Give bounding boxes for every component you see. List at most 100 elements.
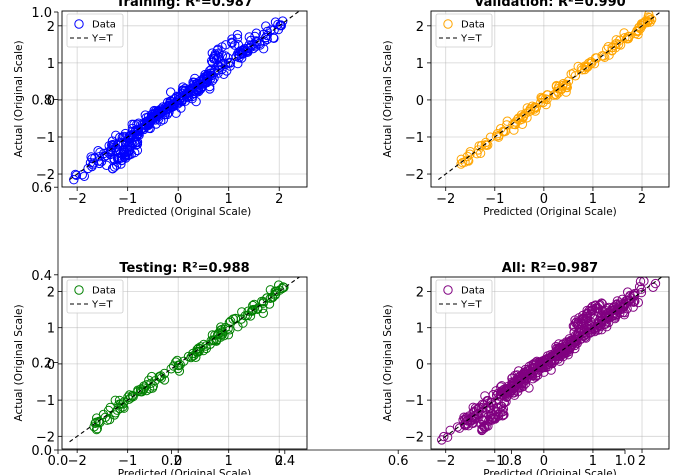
y-tick-label: −1	[36, 131, 55, 146]
data-point	[622, 34, 632, 44]
data-point	[543, 357, 554, 367]
data-point	[171, 108, 181, 118]
data-point	[502, 120, 512, 130]
subplot-training: −2 −1 0 1 2 −2 −1 0 1 2 Training: R²=0.987 Predicte…	[13, 0, 308, 218]
data-point	[565, 337, 576, 348]
x-tick-label: 1	[225, 454, 233, 469]
data-points-testing	[89, 280, 289, 435]
data-points-all	[437, 277, 661, 445]
data-point	[586, 305, 597, 316]
x-tick-label: 2	[275, 454, 283, 469]
data-point	[522, 113, 532, 123]
y-tick-label: 2	[416, 20, 424, 35]
data-point	[479, 400, 489, 410]
legend-label-identity: Y=T	[460, 300, 482, 311]
data-point	[159, 375, 170, 385]
data-point	[613, 39, 624, 50]
data-point	[596, 298, 607, 308]
legend-training: Data Y=T	[66, 13, 124, 48]
data-point	[261, 33, 271, 43]
data-point	[214, 48, 224, 58]
data-point	[570, 71, 581, 81]
data-point	[634, 282, 645, 292]
data-point	[628, 302, 638, 312]
data-point	[127, 390, 138, 401]
data-point	[501, 391, 512, 402]
data-point	[183, 92, 193, 103]
legend-label-identity: Y=T	[460, 34, 482, 45]
data-point	[181, 92, 192, 102]
data-point	[71, 170, 82, 181]
x-tick-label: 2	[638, 192, 646, 207]
data-point	[488, 413, 499, 423]
background-x-tick-label: 1.0	[615, 454, 636, 469]
data-point	[562, 82, 572, 93]
background-y-tick-label: 0.0	[31, 444, 52, 459]
data-point	[243, 47, 253, 57]
data-point	[273, 19, 283, 30]
y-tick-label: 1	[47, 322, 55, 337]
data-point	[445, 425, 455, 435]
data-point	[96, 157, 107, 167]
data-point	[187, 83, 197, 94]
y-tick-label: 0	[416, 94, 424, 109]
data-point	[558, 339, 568, 349]
legend-marker-data	[443, 19, 453, 29]
data-points-validation	[456, 11, 657, 169]
data-point	[108, 163, 118, 174]
subplot-all: −2 −1 0 1 2 −2 −1 0 1 2 All: R²=0.987 Predicted (Or…	[382, 261, 670, 475]
data-point	[593, 325, 603, 335]
y-tick-label: −2	[405, 430, 424, 445]
data-point	[510, 370, 520, 381]
data-point	[266, 25, 276, 35]
data-point	[555, 356, 565, 366]
x-tick-label: −1	[485, 454, 504, 469]
x-axis-label-all: Predicted (Original Scale)	[483, 468, 617, 475]
data-point	[499, 398, 509, 408]
subplot-validation: −2 −1 0 1 2 −2 −1 0 1 2 Validation: R²=0.990 Predic…	[382, 0, 670, 218]
data-point	[513, 114, 523, 125]
legend-box	[435, 279, 493, 314]
data-point	[491, 131, 502, 141]
data-point	[620, 33, 630, 43]
data-point	[188, 79, 198, 90]
data-point	[199, 339, 209, 350]
data-point	[278, 16, 288, 26]
axes-frame-validation	[430, 10, 670, 188]
data-point	[277, 283, 287, 294]
background-axis: 0.0 0.2 0.4 0.6 0.8 1.0 0.0 0.2 0.4 0.6 0.8 1.0	[31, 6, 635, 469]
identity-line-validation	[438, 11, 663, 181]
data-point	[610, 43, 621, 53]
legend-box	[66, 13, 124, 48]
data-point	[582, 313, 593, 324]
y-tick-label: 0	[416, 358, 424, 373]
data-point	[248, 304, 258, 315]
data-point	[127, 123, 138, 134]
data-point	[250, 31, 260, 42]
data-point	[528, 374, 538, 384]
data-point	[633, 29, 643, 40]
x-tick-label: 1	[589, 454, 597, 469]
identity-line-all	[438, 277, 663, 443]
data-point	[563, 76, 574, 86]
data-point	[217, 64, 227, 75]
data-point	[509, 388, 519, 398]
data-point	[265, 293, 276, 303]
data-point	[139, 381, 149, 391]
y-axis-label-training: Actual (Original Scale)	[13, 40, 25, 157]
data-point	[106, 145, 117, 156]
data-point	[223, 53, 233, 63]
legend-box	[435, 13, 493, 48]
data-point	[511, 117, 521, 127]
x-tick-label: 2	[275, 192, 283, 207]
data-point	[468, 402, 478, 412]
data-point	[262, 293, 272, 303]
x-tick-label: 0	[540, 454, 548, 469]
y-tick-label: −1	[405, 394, 424, 409]
data-point	[227, 37, 237, 47]
x-tick-label: 1	[589, 192, 597, 207]
data-point	[188, 77, 198, 87]
x-tick-label: −2	[436, 192, 455, 207]
x-tick-label: 1	[225, 192, 233, 207]
